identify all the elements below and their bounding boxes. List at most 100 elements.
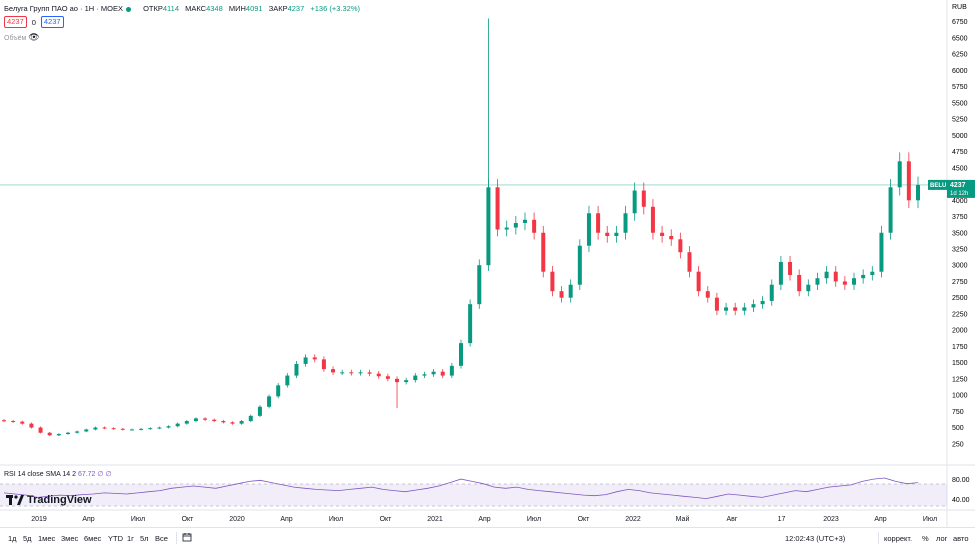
toolbar-separator-2 xyxy=(878,532,879,544)
tradingview-logo-text: TradingView xyxy=(27,494,92,506)
time-tick-label: Апр xyxy=(280,516,292,523)
candle-body xyxy=(239,421,244,424)
price-tick-label: 250 xyxy=(952,441,964,448)
spread-value: 0 xyxy=(31,17,36,27)
bid-box[interactable]: 4237 xyxy=(4,16,27,28)
range-5y[interactable]: 5л xyxy=(140,534,149,543)
price-axis[interactable]: 250 500 750 1000 1250 1500 1750 2000 2250 2500 275… xyxy=(952,19,968,448)
time-tick-label: Июл xyxy=(131,516,145,523)
range-1m[interactable]: 1мес xyxy=(38,534,56,543)
candle-body xyxy=(605,232,610,236)
candle-body xyxy=(157,427,162,429)
auto-toggle[interactable]: авто xyxy=(953,534,969,543)
candle-body xyxy=(11,421,16,423)
time-axis[interactable]: 2019 Апр Июл Окт 2020 Апр Июл Окт 2021 Апр Июл Окт 2… xyxy=(31,515,937,523)
candle-body xyxy=(230,422,235,424)
candle-body xyxy=(312,357,317,360)
candle-body xyxy=(696,271,701,292)
time-tick-label: Июл xyxy=(527,516,541,523)
candle-body xyxy=(532,219,537,233)
range-3m[interactable]: 3мес xyxy=(61,534,79,543)
candle-body xyxy=(102,427,107,429)
candle-body xyxy=(248,415,253,422)
percent-toggle[interactable]: % xyxy=(922,534,929,543)
candle-body xyxy=(212,419,217,422)
currency-label[interactable]: RUB xyxy=(952,4,967,11)
candle-body xyxy=(751,304,756,308)
ask-box[interactable]: 4237 xyxy=(40,16,64,28)
price-tick-label: 5500 xyxy=(952,100,968,107)
time-tick-label: Авг xyxy=(727,516,738,523)
time-tick-label: 2023 xyxy=(823,516,839,523)
candle-body xyxy=(806,284,811,292)
candle-body xyxy=(431,371,436,375)
candle-body xyxy=(440,371,445,376)
rsi-legend[interactable]: RSI 14 close SMA 14 2 67.72 ∅ ∅ xyxy=(4,470,112,478)
candle-body xyxy=(349,372,354,374)
time-tick-label: 2021 xyxy=(427,516,443,523)
price-tick-label: 6250 xyxy=(952,52,968,59)
candle-body xyxy=(285,375,290,386)
candle-body xyxy=(29,423,34,428)
candle-body xyxy=(376,373,381,377)
candle-body xyxy=(468,304,473,344)
candle-body xyxy=(586,213,591,246)
price-tick-label: 1500 xyxy=(952,360,968,367)
ticker-tag xyxy=(928,179,947,190)
symbol-title[interactable]: Белуга Групп ПАО ао · 1Н · MOEX xyxy=(4,4,123,13)
candle-body xyxy=(84,429,89,432)
candle-body xyxy=(148,428,153,430)
volume-legend[interactable]: Объём 👁 xyxy=(4,32,40,43)
candle-body xyxy=(559,291,564,298)
range-5d[interactable]: 5д xyxy=(23,534,32,543)
candle-body xyxy=(294,363,299,376)
candle-body xyxy=(20,421,25,424)
candle-body xyxy=(669,236,674,240)
candle-body xyxy=(477,265,482,305)
log-toggle[interactable]: лог xyxy=(936,534,948,543)
eye-icon[interactable]: 👁 xyxy=(28,32,40,42)
candle-body xyxy=(541,232,546,272)
price-tick-label: 6500 xyxy=(952,35,968,42)
candle-body xyxy=(550,271,555,292)
candle-body xyxy=(276,385,281,397)
clock-time[interactable]: 12:02:43 (UTC+3) xyxy=(785,534,846,543)
candle-body xyxy=(724,307,729,311)
price-tick-label: 3750 xyxy=(952,214,968,221)
price-tick-label: 1750 xyxy=(952,344,968,351)
date-range-icon[interactable] xyxy=(182,532,192,544)
rsi-line xyxy=(3,477,919,500)
tradingview-logo[interactable]: TradingView xyxy=(6,494,92,506)
high-value: 4348 xyxy=(206,4,223,13)
candle-body xyxy=(459,343,463,366)
candle-body xyxy=(687,252,692,272)
adjust-toggle[interactable]: коррект. xyxy=(884,534,913,543)
candle-body xyxy=(139,428,144,430)
price-tick-label: 500 xyxy=(952,425,964,432)
time-tick-label: 2019 xyxy=(31,516,47,523)
candle-body xyxy=(861,274,866,279)
candle-body xyxy=(897,161,902,188)
range-1y[interactable]: 1г xyxy=(127,534,134,543)
range-1d[interactable]: 1д xyxy=(8,534,17,543)
range-ytd[interactable]: YTD xyxy=(108,534,123,543)
chart-canvas[interactable]: RUB 250500750100012501500175020002250250… xyxy=(0,0,975,527)
candle-body xyxy=(422,374,427,376)
rsi-extra: ∅ ∅ xyxy=(97,471,112,478)
price-tag[interactable]: BELU 4237 1d 12h xyxy=(928,179,975,198)
range-all[interactable]: Все xyxy=(155,534,168,543)
range-6m[interactable]: 6мес xyxy=(84,534,102,543)
time-tick-label: Июл xyxy=(923,516,937,523)
candle-body xyxy=(75,431,80,433)
rsi-value: 67.72 xyxy=(77,471,96,478)
low-value: 4091 xyxy=(245,4,263,13)
candle-body xyxy=(788,261,793,275)
candle-body xyxy=(596,213,601,233)
time-tick-label: Май xyxy=(676,515,690,523)
candle-body xyxy=(129,429,134,431)
time-tick-label: 2020 xyxy=(229,516,245,523)
time-tick-label: Окт xyxy=(578,516,591,523)
price-tick-label: 2000 xyxy=(952,328,968,335)
time-tick-label: Апр xyxy=(478,516,490,523)
time-tick-label: Окт xyxy=(182,516,195,523)
